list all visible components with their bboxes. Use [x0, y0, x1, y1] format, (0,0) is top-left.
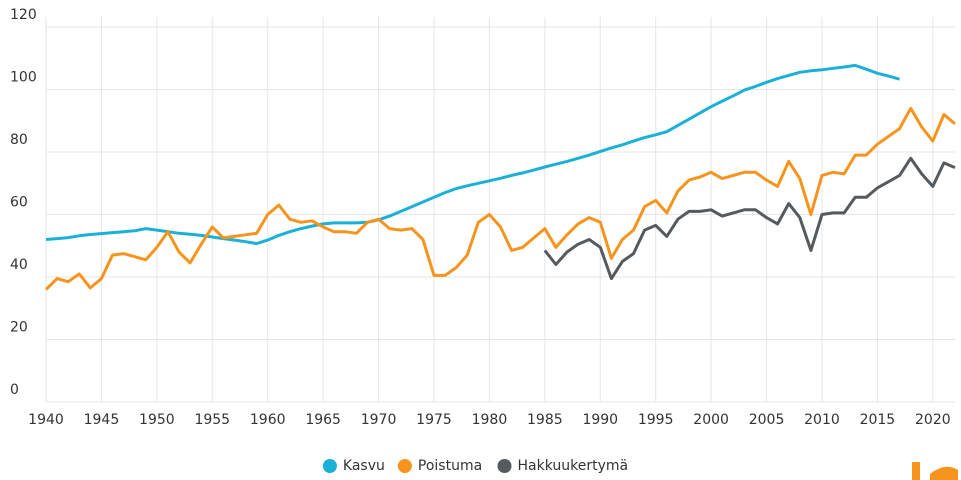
x-tick-label: 1980 [472, 412, 508, 428]
x-tick-label: 1960 [250, 412, 286, 428]
x-tick-label: 1940 [28, 412, 64, 428]
y-tick-label: 60 [10, 195, 28, 211]
x-tick-label: 1955 [194, 412, 230, 428]
y-tick-label: 80 [10, 132, 28, 148]
legend-label: Poistuma [418, 458, 482, 474]
x-tick-label: 1970 [361, 412, 397, 428]
legend-marker [497, 459, 512, 473]
x-tick-label: 1975 [416, 412, 452, 428]
legend-marker [397, 459, 412, 473]
y-tick-label: 40 [10, 257, 28, 273]
legend-label: Kasvu [343, 458, 385, 474]
line [45, 63, 901, 246]
y-tick-label: 120 [10, 7, 37, 23]
line [543, 156, 956, 281]
x-tick-label: 2000 [693, 412, 729, 428]
x-tick-label: 1965 [305, 412, 341, 428]
x-tick-label: 1950 [139, 412, 175, 428]
x-tick-label: 1985 [527, 412, 563, 428]
x-tick-label: 2015 [860, 412, 896, 428]
legend-marker [322, 459, 337, 473]
y-tick-label: 20 [10, 320, 28, 336]
x-tick-label: 1990 [582, 412, 618, 428]
x-tick-label: 1995 [638, 412, 674, 428]
y-tick-label: 100 [10, 70, 37, 86]
logo [912, 462, 958, 480]
legend-label: Hakkuukertymä [518, 458, 629, 474]
line [44, 106, 956, 291]
x-tick-label: 2020 [915, 412, 951, 428]
x-tick-label: 2010 [804, 412, 840, 428]
y-tick-label: 0 [10, 382, 19, 398]
x-tick-label: 2005 [749, 412, 785, 428]
x-tick-label: 1945 [84, 412, 120, 428]
